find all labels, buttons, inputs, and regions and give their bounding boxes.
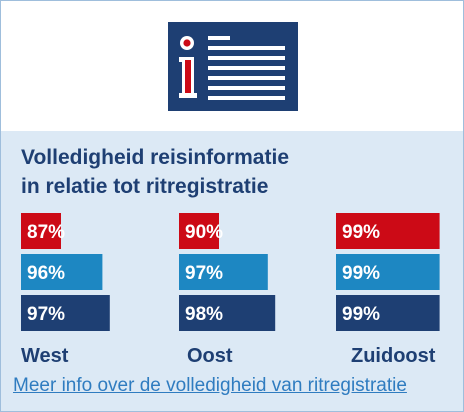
bar-value-label: 90%: [185, 222, 223, 243]
bar-value-label: 96%: [27, 263, 65, 284]
bar-west-0: [21, 213, 61, 249]
bar-value-label: 99%: [342, 222, 380, 243]
bar-value-label: 99%: [342, 304, 380, 325]
chart-title-line-2: in relatie tot ritregistratie: [21, 175, 269, 198]
category-label-oost: Oost: [187, 345, 233, 367]
chart-title-line-1: Volledigheid reisinformatie: [21, 146, 289, 169]
chart-title: Volledigheid reisinformatie in relatie t…: [21, 143, 451, 201]
bar-oost-0: [179, 213, 219, 249]
card-header: [1, 1, 463, 131]
bar-west-1: [21, 254, 103, 290]
bar-oost-2: [179, 295, 276, 331]
bar-oost-1: [179, 254, 268, 290]
category-label-west: West: [21, 345, 69, 367]
bar-zuidoost-1: [336, 254, 440, 290]
bar-value-label: 97%: [185, 263, 223, 284]
bar-value-label: 98%: [185, 304, 223, 325]
info-document-icon: [168, 22, 298, 111]
bar-value-label: 99%: [342, 263, 380, 284]
category-label-zuidoost: Zuidoost: [351, 345, 436, 367]
bar-value-label: 97%: [27, 304, 65, 325]
bar-zuidoost-2: [336, 295, 440, 331]
bar-west-2: [21, 295, 110, 331]
meer-info-link[interactable]: Meer info over de volledigheid van ritre…: [13, 375, 407, 396]
bar-zuidoost-0: [336, 213, 440, 249]
completeness-bar-chart: 87% 96% 97% West 90% 97% 98% Oost 99% 99% 99% Zuido…: [21, 213, 440, 367]
bar-value-label: 87%: [27, 222, 65, 243]
